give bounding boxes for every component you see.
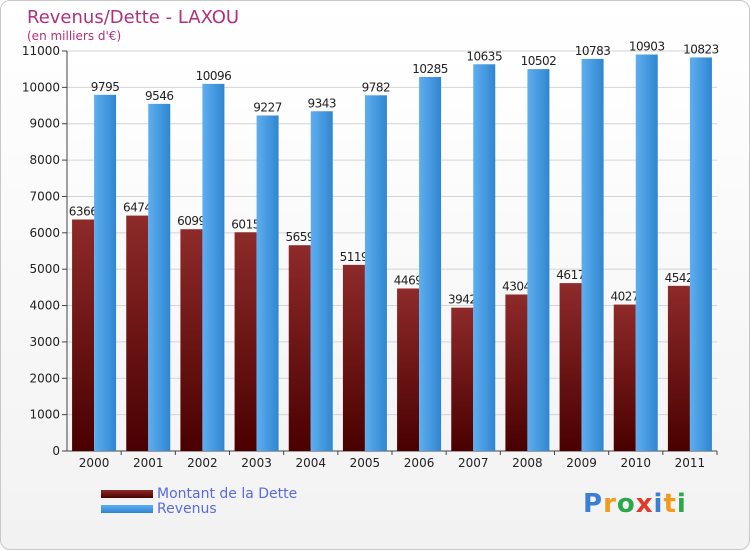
bar-debt: [559, 283, 582, 451]
logo-letter: t: [663, 489, 677, 519]
logo-letter: x: [635, 489, 654, 519]
data-label: 9782: [362, 80, 391, 94]
y-tick-label: 9000: [29, 117, 60, 131]
data-label: 4304: [502, 279, 531, 293]
data-label: 9227: [253, 100, 282, 114]
y-tick-label: 11000: [22, 44, 60, 58]
data-label: 6015: [231, 217, 260, 231]
data-label: 6366: [69, 205, 98, 219]
data-label: 10096: [196, 69, 232, 83]
bar-debt: [505, 294, 528, 451]
data-label: 10502: [521, 54, 557, 68]
bar-revenue: [202, 83, 225, 451]
bar-debt: [288, 245, 311, 451]
logo-letter: i: [653, 489, 664, 519]
bar-revenue: [635, 54, 658, 451]
bar-revenue: [364, 95, 387, 452]
x-tick-label: 2006: [404, 456, 435, 470]
data-label: 6474: [123, 201, 152, 215]
data-label: 6099: [177, 214, 206, 228]
bar-debt: [397, 288, 420, 451]
data-label: 10285: [412, 62, 448, 76]
plot-area: 0 1000 2000 3000 4000 5000 6000 7000 8000 9000 100…: [22, 40, 719, 470]
data-label: 10823: [683, 42, 719, 56]
x-tick-label: 2008: [512, 456, 543, 470]
bar-revenue: [581, 58, 604, 452]
data-label: 4617: [556, 268, 585, 282]
legend-label-debt: Montant de la Dette: [157, 486, 298, 502]
y-tick-label: 5000: [29, 262, 60, 276]
logo-letter: o: [616, 489, 636, 519]
logo-letter: P: [583, 489, 604, 519]
data-label: 5659: [285, 230, 314, 244]
chart-subtitle: (en milliers d'€): [27, 29, 122, 43]
bar-revenue: [689, 57, 712, 451]
bar-revenue: [310, 111, 333, 451]
legend-swatch-debt: [101, 490, 153, 498]
y-tick-label: 7000: [29, 189, 60, 203]
bar-revenue: [419, 77, 442, 451]
data-label: 10635: [466, 49, 502, 63]
bar-debt: [180, 229, 203, 451]
legend-swatch-revenue: [101, 505, 153, 513]
y-tick-label: 8000: [29, 153, 60, 167]
bar-debt: [667, 285, 690, 451]
x-tick-label: 2009: [566, 456, 597, 470]
bar-debt: [126, 215, 149, 451]
y-tick-label: 10000: [22, 80, 60, 94]
bar-revenue: [148, 103, 171, 451]
bar-revenue: [256, 115, 279, 452]
bar-revenue: [527, 69, 550, 451]
y-tick-label: 2000: [29, 371, 60, 385]
bar-revenue: [473, 64, 496, 451]
x-tick-label: 2000: [79, 456, 110, 470]
legend-label-revenue: Revenus: [157, 501, 217, 517]
data-label: 9343: [307, 96, 336, 110]
proxiti-logo: Proxiti: [583, 489, 687, 519]
bar-debt: [613, 304, 636, 451]
plot-background: [67, 51, 717, 451]
logo-letter: i: [676, 489, 687, 519]
data-label: 4469: [394, 273, 423, 287]
bar-debt: [342, 264, 365, 451]
y-tick-label: 1000: [29, 408, 60, 422]
data-label: 5119: [340, 250, 369, 264]
data-label: 4542: [665, 271, 694, 285]
data-label: 10783: [575, 44, 611, 58]
bar-debt: [234, 232, 257, 451]
data-label: 3942: [448, 293, 477, 307]
data-label: 10903: [629, 40, 665, 54]
x-tick-label: 2005: [350, 456, 381, 470]
x-tick-label: 2010: [620, 456, 651, 470]
data-label: 9795: [91, 80, 120, 94]
x-tick-label: 2007: [458, 456, 489, 470]
y-tick-label: 6000: [29, 226, 60, 240]
x-tick-label: 2004: [295, 456, 326, 470]
logo-letter: r: [603, 489, 617, 519]
y-tick-label: 0: [52, 444, 60, 458]
bar-debt: [451, 307, 474, 451]
x-tick-label: 2001: [133, 456, 164, 470]
x-tick-label: 2002: [187, 456, 218, 470]
bar-revenue: [94, 94, 117, 452]
y-tick-label: 3000: [29, 335, 60, 349]
y-tick-label: 4000: [29, 299, 60, 313]
bar-debt: [72, 219, 95, 451]
x-tick-label: 2003: [241, 456, 272, 470]
chart-title: Revenus/Dette - LAXOU: [27, 7, 240, 28]
x-tick-label: 2011: [675, 456, 706, 470]
data-label: 4027: [610, 290, 639, 304]
data-label: 9546: [145, 89, 174, 103]
